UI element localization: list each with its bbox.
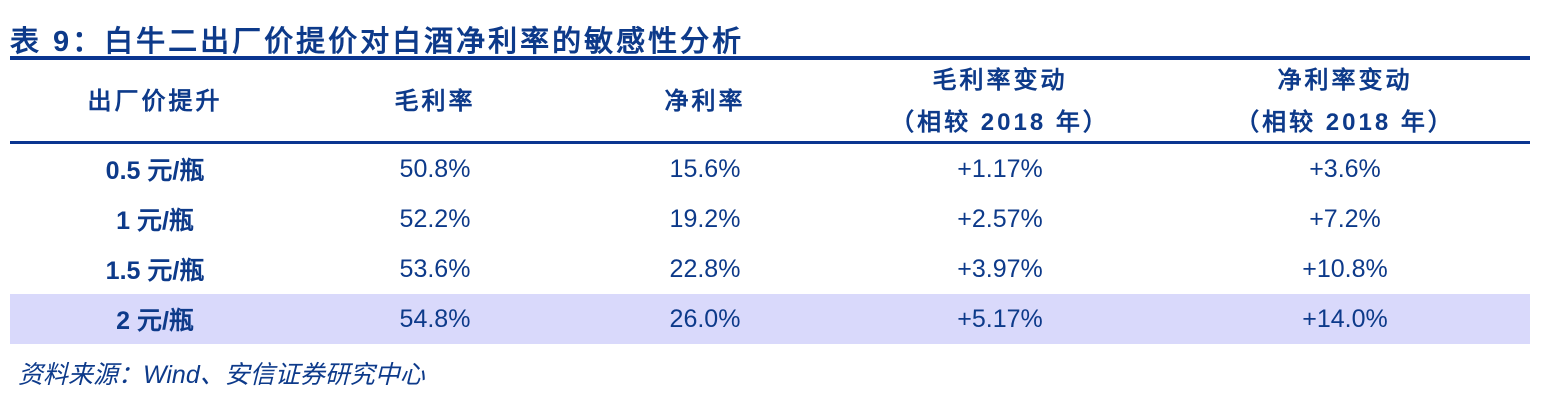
table-cell: 2 元/瓶 xyxy=(10,294,300,344)
table-row: 0.5 元/瓶 50.8% 15.6% +1.17% +3.6% xyxy=(10,144,1530,194)
table-cell: +1.17% xyxy=(957,154,1043,183)
source-note: 资料来源：Wind、安信证券研究中心 xyxy=(18,361,425,389)
table-cell: 15.6% xyxy=(669,154,741,183)
table-cell: 53.6% xyxy=(399,254,471,283)
column-header: 出厂价提升 xyxy=(10,60,300,144)
table-cell: +10.8% xyxy=(1302,254,1388,283)
header-line: 出厂价提升 xyxy=(87,88,223,115)
table-cell: 52.2% xyxy=(399,204,471,233)
table-row: 1.5 元/瓶 53.6% 22.8% +3.97% +10.8% xyxy=(10,244,1530,294)
column-header: 净利率 xyxy=(570,60,840,144)
header-line: 毛利率 xyxy=(394,88,476,115)
header-line: 净利率变动 xyxy=(1277,67,1413,94)
table-cell: 22.8% xyxy=(669,254,741,283)
header-subline: （相较 2018 年） xyxy=(1235,109,1455,136)
column-header: 净利率变动 （相较 2018 年） xyxy=(1160,60,1530,144)
sensitivity-table: 出厂价提升 毛利率 净利率 毛利率变动 （相较 2018 年） 净利率变动 （相较 2018… xyxy=(10,60,1530,344)
table-cell: 50.8% xyxy=(399,154,471,183)
table-row: 2 元/瓶 54.8% 26.0% +5.17% +14.0% xyxy=(10,294,1530,344)
column-header: 毛利率变动 （相较 2018 年） xyxy=(840,60,1160,144)
header-subline: （相较 2018 年） xyxy=(890,109,1110,136)
table-title: 表 9：白牛二出厂价提价对白酒净利率的敏感性分析 xyxy=(10,26,745,58)
table-row: 1 元/瓶 52.2% 19.2% +2.57% +7.2% xyxy=(10,194,1530,244)
table-cell: 1.5 元/瓶 xyxy=(105,257,205,285)
header-rule xyxy=(10,141,1530,144)
table-cell: 1 元/瓶 xyxy=(116,207,194,235)
column-header: 毛利率 xyxy=(300,60,570,144)
top-rule xyxy=(10,56,1530,60)
header-line: 净利率 xyxy=(664,88,746,115)
table-cell: +14.0% xyxy=(1160,294,1530,344)
table-cell: 54.8% xyxy=(300,294,570,344)
header-line: 毛利率变动 xyxy=(932,67,1068,94)
table-cell: 19.2% xyxy=(669,204,741,233)
table-cell: +7.2% xyxy=(1309,204,1381,233)
table-cell: 26.0% xyxy=(570,294,840,344)
table-cell: +5.17% xyxy=(840,294,1160,344)
table-cell: 0.5 元/瓶 xyxy=(105,157,205,185)
table-cell: +2.57% xyxy=(957,204,1043,233)
table-cell: +3.6% xyxy=(1309,154,1381,183)
table-cell: +3.97% xyxy=(957,254,1043,283)
header-row: 出厂价提升 毛利率 净利率 毛利率变动 （相较 2018 年） 净利率变动 （相较 2018… xyxy=(10,60,1530,144)
